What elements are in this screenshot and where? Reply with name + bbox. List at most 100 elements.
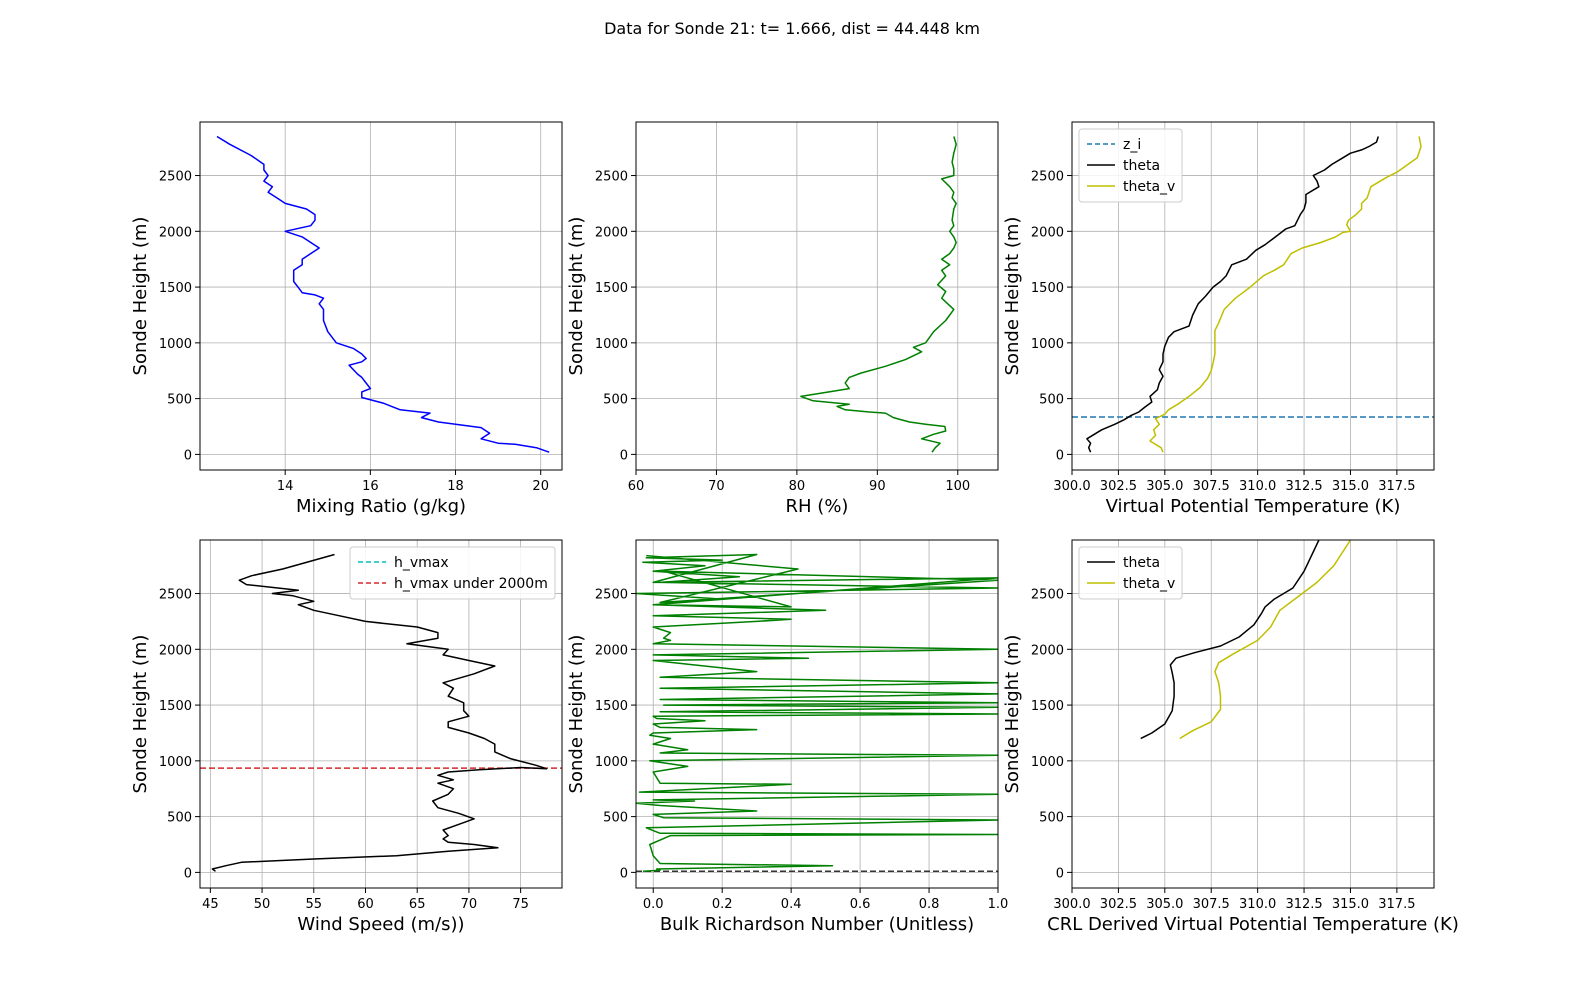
x-tick-label: 20	[532, 479, 549, 494]
x-tick-label: 310.0	[1239, 479, 1276, 494]
x-tick-label: 100	[945, 479, 970, 494]
y-tick-label: 0	[620, 448, 628, 463]
axes-frame	[199, 539, 563, 889]
y-tick-label: 1500	[595, 281, 628, 296]
x-tick-label: 0.4	[781, 897, 802, 912]
plot-area	[800, 136, 957, 453]
legend-box	[349, 546, 556, 600]
y-axis-label: Sonde Height (m)	[566, 217, 587, 376]
x-axis-label: Bulk Richardson Number (Unitless)	[660, 914, 974, 935]
x-tick-label: 65	[409, 897, 426, 912]
x-axis-label: Wind Speed (m/s))	[297, 914, 464, 935]
legend: h_vmax h_vmax under 2000m	[349, 546, 556, 600]
legend-label: theta_v	[1123, 179, 1175, 195]
y-tick-label: 500	[167, 393, 192, 408]
y-tick-label: 1000	[595, 337, 628, 352]
y-tick-label: 500	[1039, 811, 1064, 826]
x-tick-label: 307.5	[1193, 897, 1230, 912]
y-axis-label: Sonde Height (m)	[1002, 217, 1023, 376]
y-tick-label: 1500	[595, 699, 628, 714]
series-line-theta	[1140, 540, 1320, 740]
panel-5: 0.0 0.2 0.4 0.6 0.8 1.0 0 500 1000 1500 2000 2500 Bu…	[566, 539, 1009, 935]
y-tick-label: 1000	[159, 755, 192, 770]
panel-4: 45 50 55 60 65 70 75 0 500 1000 1500 2000 2500 Wind S…	[130, 539, 563, 935]
figure-title: Data for Sonde 21: t= 1.666, dist = 44.4…	[604, 19, 980, 38]
y-axis-label: Sonde Height (m)	[566, 635, 587, 794]
x-tick-label: 1.0	[988, 897, 1009, 912]
x-tick-label: 317.5	[1378, 897, 1415, 912]
x-axis-label: RH (%)	[786, 496, 849, 517]
y-tick-label: 1500	[159, 281, 192, 296]
x-axis-label: Mixing Ratio (g/kg)	[296, 496, 466, 517]
series-line-theta-v	[1179, 540, 1352, 740]
x-tick-label: 70	[708, 479, 725, 494]
x-tick-label: 312.5	[1285, 897, 1322, 912]
y-tick-label: 2500	[595, 588, 628, 603]
legend: theta theta_v	[1078, 546, 1183, 600]
axes-frame	[635, 121, 999, 471]
x-axis-label: CRL Derived Virtual Potential Temperatur…	[1047, 914, 1459, 935]
x-tick-label: 18	[447, 479, 464, 494]
legend-label: theta	[1123, 555, 1160, 571]
y-tick-label: 1000	[159, 337, 192, 352]
x-tick-label: 307.5	[1193, 479, 1230, 494]
plot-area	[216, 135, 550, 453]
axes-frame	[199, 121, 563, 471]
x-tick-label: 300.0	[1053, 479, 1090, 494]
legend-label: h_vmax under 2000m	[394, 576, 548, 592]
y-tick-label: 2000	[159, 225, 192, 240]
y-axis-label: Sonde Height (m)	[130, 217, 151, 376]
y-tick-label: 2000	[159, 643, 192, 658]
y-tick-label: 2500	[1031, 170, 1064, 185]
x-tick-label: 302.5	[1100, 897, 1137, 912]
panel-1: 14 16 18 20 0 500 1000 1500 2000 2500 Mixing Ratio…	[130, 121, 563, 517]
y-tick-label: 2500	[595, 170, 628, 185]
x-tick-label: 0.8	[919, 897, 940, 912]
series-line-1	[800, 136, 957, 453]
plot-area	[1140, 540, 1352, 740]
panel-6: 300.0 302.5 305.0 307.5 310.0 312.5 315.0 317.5…	[1002, 539, 1459, 935]
y-tick-label: 2000	[595, 643, 628, 658]
y-tick-label: 2000	[595, 225, 628, 240]
panel-3: 300.0 302.5 305.0 307.5 310.0 312.5 315.0 317.5…	[1002, 121, 1435, 517]
x-tick-label: 45	[202, 897, 219, 912]
legend-label: h_vmax	[394, 555, 449, 571]
y-tick-label: 500	[1039, 393, 1064, 408]
x-tick-label: 55	[305, 897, 322, 912]
x-tick-label: 16	[362, 479, 379, 494]
y-tick-label: 1500	[1031, 699, 1064, 714]
legend-label: theta	[1123, 158, 1160, 174]
plot-area	[1072, 136, 1434, 453]
series-line-theta-v	[1149, 136, 1422, 453]
axes-frame	[635, 539, 999, 889]
x-tick-label: 317.5	[1378, 479, 1415, 494]
x-tick-label: 312.5	[1285, 479, 1322, 494]
x-tick-label: 75	[512, 897, 529, 912]
y-tick-label: 1000	[1031, 337, 1064, 352]
x-axis-label: Virtual Potential Temperature (K)	[1106, 496, 1401, 517]
x-tick-label: 60	[628, 479, 645, 494]
x-tick-label: 90	[869, 479, 886, 494]
x-tick-label: 50	[254, 897, 271, 912]
plot-area	[636, 553, 998, 873]
y-tick-label: 0	[1056, 448, 1064, 463]
y-tick-label: 1500	[1031, 281, 1064, 296]
x-tick-label: 60	[357, 897, 374, 912]
x-tick-label: 300.0	[1053, 897, 1090, 912]
y-tick-label: 0	[184, 448, 192, 463]
y-tick-label: 1500	[159, 699, 192, 714]
x-tick-label: 0.6	[850, 897, 871, 912]
y-tick-label: 500	[603, 811, 628, 826]
x-tick-label: 310.0	[1239, 897, 1276, 912]
y-axis-label: Sonde Height (m)	[1002, 635, 1023, 794]
y-tick-label: 1000	[595, 755, 628, 770]
axes-frame	[1071, 539, 1435, 889]
x-tick-label: 315.0	[1332, 479, 1369, 494]
legend-box	[1078, 128, 1183, 203]
y-tick-label: 500	[603, 393, 628, 408]
series-line-1	[636, 553, 998, 873]
